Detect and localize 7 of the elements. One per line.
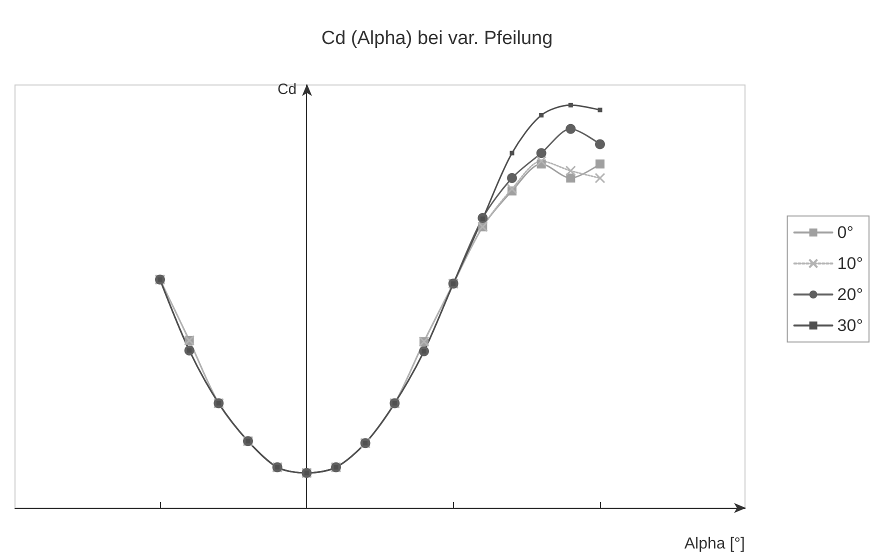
- x-axis-title: Alpha [°]: [684, 536, 745, 552]
- legend-label: 0°: [837, 223, 854, 242]
- legend-label: 20°: [837, 285, 864, 304]
- legend-label: 10°: [837, 254, 864, 273]
- chart-title: Cd (Alpha) bei var. Pfeilung: [321, 28, 553, 49]
- y-axis-title: Cd: [277, 81, 297, 98]
- legend-label: 30°: [837, 316, 864, 335]
